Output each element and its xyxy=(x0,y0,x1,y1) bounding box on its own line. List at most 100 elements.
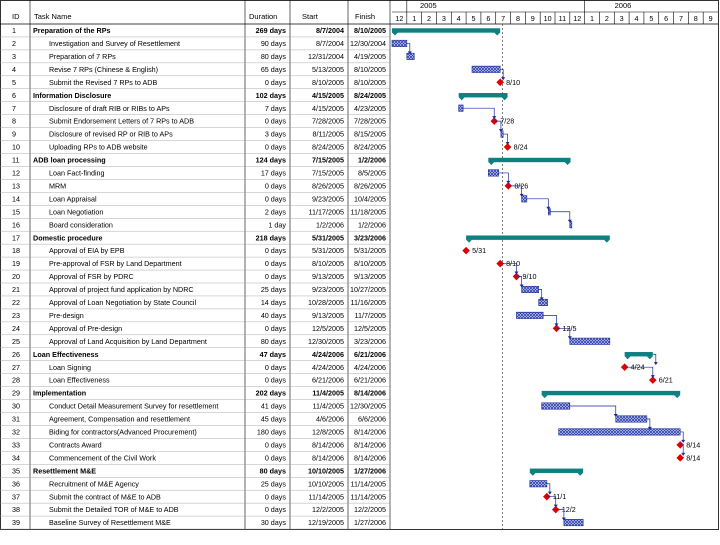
task-id: 26 xyxy=(12,350,20,359)
task-name: Pre-design xyxy=(49,311,84,320)
task-finish: 12/30/2004 xyxy=(350,39,386,48)
task-name: Contracts Award xyxy=(49,440,102,449)
month-label: 4 xyxy=(635,14,639,23)
dependency-link xyxy=(646,418,651,428)
summary-bar-cap xyxy=(577,472,584,476)
task-finish: 11/18/2005 xyxy=(351,207,386,216)
task-finish: 10/27/2005 xyxy=(350,285,386,294)
task-duration: 3 days xyxy=(265,130,287,139)
task-id: 31 xyxy=(12,415,20,424)
dependency-arrow xyxy=(547,491,552,495)
task-finish: 11/16/2005 xyxy=(351,298,386,307)
task-id: 13 xyxy=(12,181,20,190)
task-bar xyxy=(615,415,648,423)
dependency-link xyxy=(498,172,509,182)
task-start: 11/17/2005 xyxy=(309,207,344,216)
task-id: 5 xyxy=(12,78,16,87)
task-id: 17 xyxy=(12,233,20,242)
milestone-marker xyxy=(503,143,512,151)
task-duration: 47 days xyxy=(260,350,286,359)
month-label: 7 xyxy=(501,14,505,23)
task-name: Loan Effectiveness xyxy=(49,376,110,385)
summary-bar xyxy=(466,235,610,240)
dependency-arrow xyxy=(653,362,658,366)
month-label: 9 xyxy=(709,14,713,23)
task-id: 37 xyxy=(12,492,20,501)
task-id: 30 xyxy=(12,402,20,411)
dependency-arrow xyxy=(554,323,559,327)
task-finish: 8/14/2006 xyxy=(354,440,386,449)
task-id: 27 xyxy=(12,363,20,372)
task-finish: 3/23/2006 xyxy=(354,233,386,242)
month-label: 11 xyxy=(559,14,566,23)
task-id: 29 xyxy=(12,389,20,398)
task-duration: 7 days xyxy=(265,104,287,113)
summary-bar-cap xyxy=(541,395,548,399)
summary-bar-cap xyxy=(458,97,465,101)
task-name: Approval of Loan Negotiation by State Co… xyxy=(49,298,196,307)
task-start: 12/8/2005 xyxy=(312,428,344,437)
task-name: Agreement, Compensation and resettlement xyxy=(49,415,190,424)
task-finish: 10/4/2005 xyxy=(354,194,386,203)
task-duration: 0 days xyxy=(265,181,287,190)
summary-bar xyxy=(488,157,571,163)
dependency-link xyxy=(500,68,504,79)
dependency-arrow xyxy=(681,452,686,456)
task-name: Commencement of the Civil Work xyxy=(49,453,156,462)
task-finish: 8/10/2005 xyxy=(354,65,386,74)
milestone-label: 12/2 xyxy=(562,505,576,514)
task-duration: 0 days xyxy=(265,194,287,203)
task-name: Loan Appraisal xyxy=(49,194,97,203)
task-id: 24 xyxy=(12,324,20,333)
dependency-link xyxy=(526,198,549,208)
dependency-arrow xyxy=(567,219,572,223)
task-name: Approval of Land Acquisition by Land Dep… xyxy=(49,337,207,346)
task-start: 10/10/2005 xyxy=(308,466,344,475)
task-duration: 80 days xyxy=(261,52,287,61)
task-id: 39 xyxy=(12,518,20,527)
milestone-label: 7/28 xyxy=(500,117,514,126)
header-task-name: Task Name xyxy=(34,12,72,21)
dependency-link xyxy=(500,263,517,273)
dependency-link xyxy=(538,289,543,299)
task-id: 12 xyxy=(12,169,20,178)
month-label: 4 xyxy=(457,14,461,23)
dependency-link xyxy=(406,43,411,53)
task-id: 8 xyxy=(12,117,16,126)
task-name: Approval of Pre-design xyxy=(49,324,122,333)
dependency-link xyxy=(624,366,654,377)
task-id: 38 xyxy=(12,505,20,514)
task-duration: 0 days xyxy=(265,117,287,126)
task-start: 10/10/2005 xyxy=(308,479,344,488)
task-finish: 8/14/2006 xyxy=(354,453,386,462)
task-start: 8/26/2005 xyxy=(312,181,344,190)
task-id: 16 xyxy=(12,220,20,229)
task-name: Loan Signing xyxy=(49,363,91,372)
dependency-link xyxy=(503,133,508,144)
milestone-label: 8/10 xyxy=(506,78,520,87)
task-id: 20 xyxy=(12,272,20,281)
task-name: Approval of FSR by PDRC xyxy=(49,272,134,281)
task-name: Approval of project fund application by … xyxy=(49,285,194,294)
task-name: Recruitment of M&E Agency xyxy=(49,479,139,488)
task-duration: 0 days xyxy=(265,272,287,281)
task-name: Board consideration xyxy=(49,220,113,229)
month-label: 1 xyxy=(590,14,594,23)
task-name: Submit the contract of M&E to ADB xyxy=(49,492,161,501)
task-duration: 0 days xyxy=(265,259,287,268)
task-duration: 0 days xyxy=(265,505,287,514)
task-start: 5/31/2005 xyxy=(312,246,344,255)
task-finish: 8/14/2006 xyxy=(354,389,386,398)
dependency-arrow xyxy=(567,336,572,340)
month-label: 10 xyxy=(544,14,552,23)
task-finish: 6/21/2006 xyxy=(354,350,386,359)
milestone-marker xyxy=(496,78,504,87)
dependency-link xyxy=(494,120,502,131)
task-start: 7/15/2005 xyxy=(312,169,344,178)
task-name: Preparation of the RPs xyxy=(33,26,110,35)
task-duration: 124 days xyxy=(256,156,286,165)
milestone-label: 8/14 xyxy=(686,440,700,449)
summary-bar-cap xyxy=(603,239,610,243)
dependency-link xyxy=(549,211,571,221)
month-label: 3 xyxy=(620,14,624,23)
